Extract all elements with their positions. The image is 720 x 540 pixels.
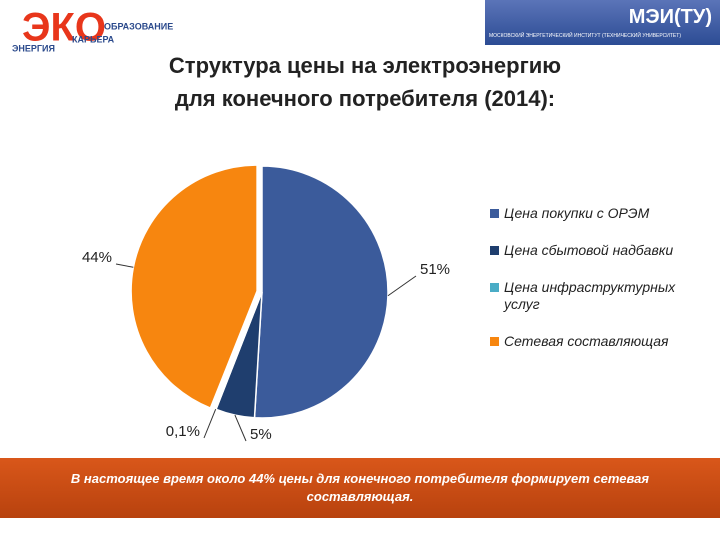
legend-label: Цена покупки с ОРЭМ: [504, 205, 650, 221]
footer-banner: В настоящее время около 44% цены для кон…: [0, 458, 720, 518]
data-label: 0,1%: [166, 423, 200, 440]
chart-title: Структура цены на электроэнергию: [169, 53, 561, 78]
data-label: 44%: [82, 249, 112, 266]
institute-logo: МЭИ(ТУ) МОСКОВСКИЙ ЭНЕРГЕТИЧЕСКИЙ ИНСТИТ…: [485, 0, 720, 45]
leader-line: [115, 263, 134, 268]
legend-item: Сетевая составляющая: [490, 333, 705, 350]
leader-line: [203, 408, 217, 439]
legend-swatch: [490, 337, 499, 346]
legend-swatch: [490, 209, 499, 218]
logo-line: ЭНЕРГИЯ: [12, 43, 55, 53]
legend-item: Цена покупки с ОРЭМ: [490, 205, 705, 222]
data-label: 51%: [420, 261, 450, 278]
footer-text: В настоящее время около 44% цены для кон…: [70, 471, 650, 504]
legend-item: Цена инфраструктурных услуг: [490, 279, 705, 313]
chart-title: для конечного потребителя (2014):: [175, 86, 555, 111]
institute-full: МОСКОВСКИЙ ЭНЕРГЕТИЧЕСКИЙ ИНСТИТУТ (ТЕХН…: [489, 33, 681, 39]
data-label: 5%: [250, 426, 272, 443]
legend-label: Цена инфраструктурных услуг: [504, 279, 676, 312]
pie-slice: [253, 165, 389, 419]
legend-swatch: [490, 246, 499, 255]
legend-label: Цена сбытовой надбавки: [504, 242, 674, 258]
logo-main: ЭКО: [22, 6, 106, 50]
legend-swatch: [490, 283, 499, 292]
logo-line: КАРЬЕРА: [72, 34, 115, 44]
leader-line: [387, 275, 417, 297]
institute-name: МЭИ(ТУ): [628, 6, 712, 28]
leader-line: [234, 414, 247, 442]
legend-item: Цена сбытовой надбавки: [490, 242, 705, 259]
logo-line: ОБРАЗОВАНИЕ: [104, 21, 173, 31]
legend-label: Сетевая составляющая: [504, 333, 669, 349]
legend: Цена покупки с ОРЭМ Цена сбытовой надбавк…: [490, 205, 705, 370]
